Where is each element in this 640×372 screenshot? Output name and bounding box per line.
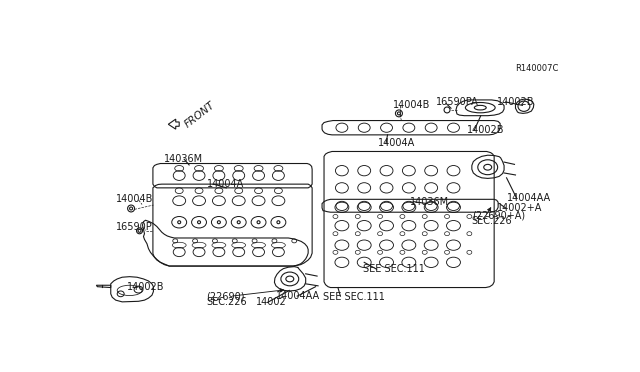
Text: 14036M: 14036M bbox=[164, 154, 204, 164]
Circle shape bbox=[277, 221, 280, 224]
Text: 14004AA: 14004AA bbox=[507, 193, 550, 203]
Circle shape bbox=[178, 221, 180, 224]
Text: 14036M: 14036M bbox=[410, 197, 449, 206]
Text: (22690+A): (22690+A) bbox=[472, 210, 525, 220]
Text: 14004B: 14004B bbox=[116, 194, 154, 204]
Text: 14004A: 14004A bbox=[207, 179, 244, 189]
Text: 14002: 14002 bbox=[256, 298, 287, 307]
Circle shape bbox=[138, 230, 141, 232]
Text: 14002B: 14002B bbox=[127, 282, 164, 292]
Text: 16590PA: 16590PA bbox=[436, 97, 479, 107]
Text: 14004A: 14004A bbox=[378, 138, 415, 148]
Text: 14002B: 14002B bbox=[467, 125, 504, 135]
Circle shape bbox=[237, 221, 240, 224]
Circle shape bbox=[218, 221, 220, 224]
Text: SEE SEC.111: SEE SEC.111 bbox=[323, 292, 385, 302]
Text: 14002+A: 14002+A bbox=[497, 203, 542, 213]
Text: 16590P: 16590P bbox=[116, 222, 153, 232]
Text: FRONT: FRONT bbox=[182, 99, 217, 129]
Text: SEC.226: SEC.226 bbox=[472, 216, 513, 226]
Text: SEE SEC.111: SEE SEC.111 bbox=[363, 264, 424, 275]
Circle shape bbox=[198, 221, 200, 224]
Circle shape bbox=[397, 112, 401, 115]
Text: (22690): (22690) bbox=[207, 292, 245, 302]
Text: 14002B: 14002B bbox=[497, 97, 534, 107]
Text: SEC.226: SEC.226 bbox=[207, 298, 247, 307]
Text: 14004B: 14004B bbox=[392, 100, 430, 110]
Circle shape bbox=[257, 221, 260, 224]
Text: R140007C: R140007C bbox=[515, 64, 559, 73]
Text: 14004AA: 14004AA bbox=[276, 291, 320, 301]
Circle shape bbox=[129, 207, 132, 210]
